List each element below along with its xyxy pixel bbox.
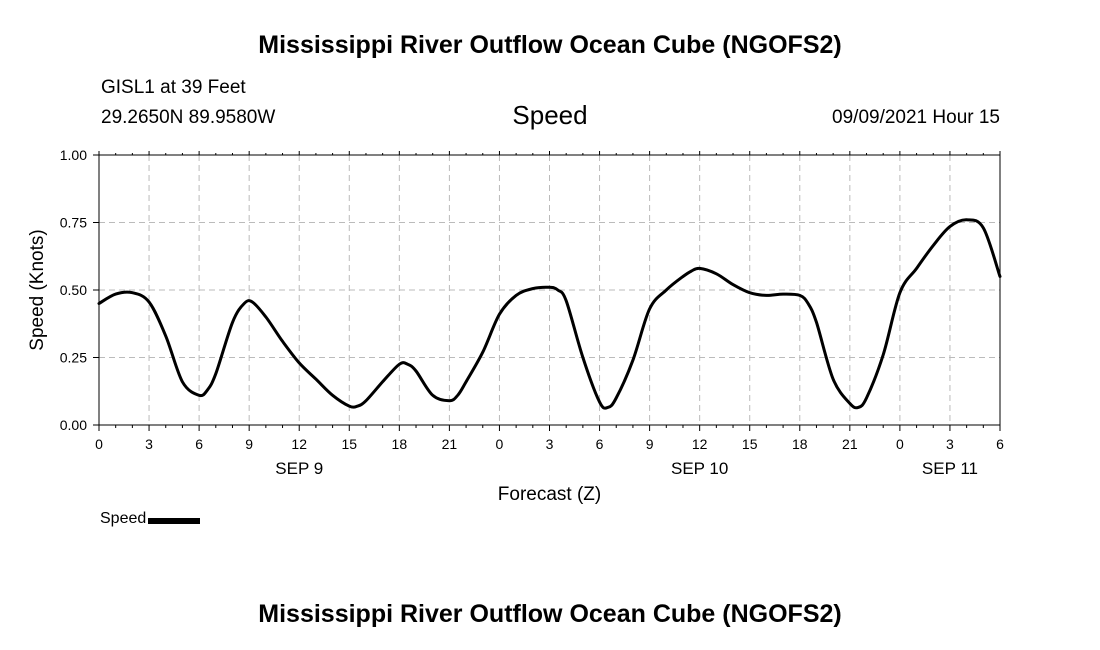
x-tick-label: 0 [496, 436, 504, 452]
x-tick-label: 21 [442, 436, 458, 452]
footer-title: Mississippi River Outflow Ocean Cube (NG… [258, 600, 842, 628]
x-tick-label: 15 [742, 436, 758, 452]
x-tick-label: 12 [291, 436, 307, 452]
x-tick-label: 3 [546, 436, 554, 452]
forecast-datetime: 09/09/2021 Hour 15 [832, 107, 1000, 128]
x-tick-label: 21 [842, 436, 858, 452]
y-axis-label: Speed (Knots) [27, 229, 48, 350]
day-label: SEP 9 [275, 459, 323, 478]
x-tick-label: 9 [646, 436, 654, 452]
y-tick-label: 0.50 [60, 282, 87, 298]
x-tick-label: 6 [596, 436, 604, 452]
station-coordinates: 29.2650N 89.9580W [101, 107, 276, 128]
day-label: SEP 10 [671, 459, 728, 478]
panel-title: Speed [512, 100, 588, 130]
tick-labels: 0 3 6 9 12 15 18 21 0 3 6 9 12 15 18 21 0 3 6 0.00 0.25 0.50 0… [60, 147, 1004, 478]
legend: Speed [100, 510, 201, 528]
ticks [93, 151, 1001, 431]
x-tick-label: 6 [195, 436, 203, 452]
x-tick-label: 3 [145, 436, 153, 452]
y-tick-label: 1.00 [60, 147, 87, 163]
series [97, 218, 1002, 410]
y-tick-label: 0.75 [60, 215, 87, 231]
x-tick-label: 18 [392, 436, 408, 452]
x-tick-label: 15 [341, 436, 357, 452]
station-name: GISL1 at 39 Feet [101, 77, 246, 98]
x-tick-label: 3 [946, 436, 954, 452]
legend-label: Speed [100, 510, 147, 527]
y-tick-label: 0.25 [60, 350, 87, 366]
y-tick-label: 0.00 [60, 417, 87, 433]
chart-title: Mississippi River Outflow Ocean Cube (NG… [258, 31, 842, 59]
x-tick-label: 12 [692, 436, 708, 452]
x-tick-label: 0 [95, 436, 103, 452]
day-label: SEP 11 [922, 459, 978, 478]
series-line-speed [97, 218, 1002, 410]
x-tick-label: 0 [896, 436, 904, 452]
grid [99, 155, 1000, 425]
x-axis-label: Forecast (Z) [498, 484, 601, 505]
legend-swatch [148, 517, 201, 524]
x-tick-label: 18 [792, 436, 808, 452]
x-tick-label: 6 [996, 436, 1004, 452]
x-tick-label: 9 [245, 436, 253, 452]
